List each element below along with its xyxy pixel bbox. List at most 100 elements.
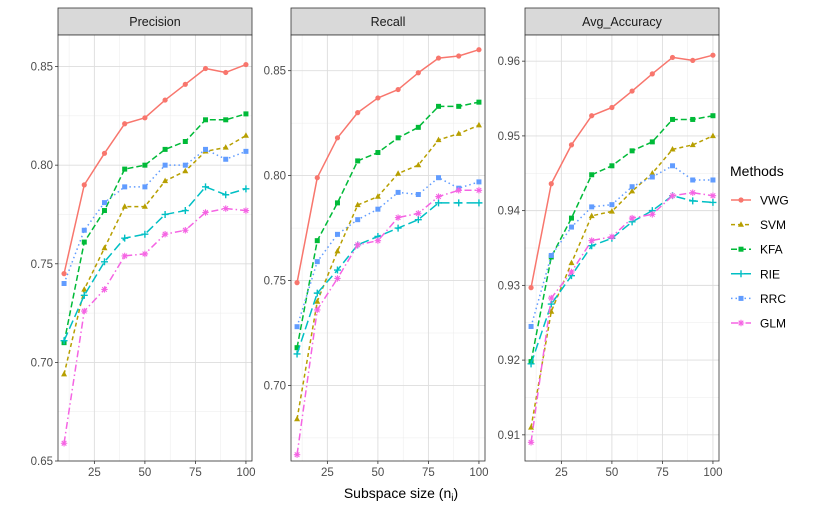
data-point-vwg <box>395 86 401 93</box>
x-tick-label: 25 <box>321 467 334 479</box>
data-point-glm <box>689 189 696 196</box>
data-point-vwg <box>669 54 676 61</box>
data-point-svm <box>649 169 656 176</box>
data-point-svm <box>689 141 696 148</box>
legend-label-rie: RIE <box>760 267 780 281</box>
x-tick-label: 100 <box>469 467 488 479</box>
data-point-kfa <box>101 208 107 214</box>
data-point-kfa <box>649 139 655 145</box>
data-point-rie <box>527 360 535 368</box>
facet-strip <box>57 7 253 36</box>
y-tick-label: 0.85 <box>31 62 53 74</box>
data-point-rrc <box>690 177 696 183</box>
x-tick-label: 50 <box>138 467 151 479</box>
data-point-svm <box>61 370 68 377</box>
facet-title: Precision <box>129 15 180 29</box>
legend-label-glm: GLM <box>760 317 786 331</box>
data-point-kfa <box>375 150 381 156</box>
series-line-rrc <box>530 165 713 327</box>
data-point-glm <box>334 275 341 282</box>
data-point-glm <box>394 214 402 221</box>
data-point-vwg <box>609 104 615 111</box>
data-point-rie <box>242 185 250 193</box>
data-point-rie <box>394 224 402 232</box>
panel-recall: Recall 0.70 0.75 0.80 0.85 25 50 75 100 <box>264 7 489 479</box>
data-point-rrc <box>548 252 554 258</box>
data-point-glm <box>709 192 717 199</box>
data-point-svm <box>455 130 462 136</box>
series-line-svm <box>530 135 714 428</box>
data-point-glm <box>293 451 301 458</box>
data-point-vwg <box>243 61 249 68</box>
data-point-kfa <box>476 99 482 105</box>
y-tick-label: 0.80 <box>31 160 53 172</box>
data-point-rrc <box>355 217 361 223</box>
data-point-svm <box>528 424 535 430</box>
legend-key-marker-rrc <box>738 295 744 301</box>
y-tick-label: 0.91 <box>498 430 520 442</box>
series-line-vwg <box>296 48 480 283</box>
y-tick-label: 0.70 <box>31 357 53 369</box>
legend: Methods VWG SVM KFA RIE RRC GLM <box>730 163 789 334</box>
data-point-kfa <box>223 117 229 123</box>
data-point-kfa <box>568 215 574 221</box>
data-point-glm <box>608 233 616 240</box>
series-line-rie <box>296 202 479 355</box>
x-axis-title-subscript: i <box>451 493 453 504</box>
data-point-vwg <box>476 47 482 53</box>
data-point-svm <box>608 208 615 214</box>
data-point-svm <box>709 132 716 139</box>
series-line-vwg <box>63 63 247 274</box>
data-point-rrc <box>568 224 574 230</box>
data-point-vwg <box>334 135 341 141</box>
data-point-svm <box>242 132 249 138</box>
legend-label-vwg: VWG <box>760 194 789 208</box>
data-point-vwg <box>690 57 696 64</box>
data-point-rie <box>475 199 483 207</box>
data-point-rie <box>333 266 341 274</box>
data-point-vwg <box>589 113 595 119</box>
data-point-vwg <box>568 142 575 148</box>
data-point-vwg <box>223 69 229 76</box>
y-tick-label: 0.94 <box>498 206 521 218</box>
data-point-svm <box>435 136 442 143</box>
series-line-rie <box>530 194 713 365</box>
legend-key-marker-kfa <box>738 246 744 252</box>
y-tick-label: 0.96 <box>498 56 520 68</box>
data-point-svm <box>294 415 301 422</box>
series-line-glm <box>296 189 479 455</box>
data-point-rie <box>161 210 169 218</box>
series-line-glm <box>63 207 247 444</box>
legend-key-marker-svm <box>738 221 744 227</box>
data-point-kfa <box>609 163 615 169</box>
data-point-rrc <box>101 200 107 206</box>
data-point-rrc <box>223 156 229 162</box>
x-tick-label: 100 <box>236 467 255 479</box>
x-tick-label: 50 <box>371 467 384 479</box>
data-point-svm <box>121 203 128 209</box>
data-point-svm <box>629 187 636 194</box>
x-tick-label: 50 <box>605 467 618 479</box>
y-tick-label: 0.95 <box>498 131 520 143</box>
data-point-glm <box>222 205 229 212</box>
data-point-rie <box>293 350 301 358</box>
data-point-glm <box>60 440 68 447</box>
data-point-svm <box>475 121 482 128</box>
data-point-vwg <box>182 81 188 87</box>
data-point-svm <box>374 193 381 199</box>
data-point-svm <box>222 144 229 150</box>
data-point-vwg <box>435 55 442 61</box>
series-line-rie <box>63 186 247 341</box>
data-point-glm <box>121 252 128 260</box>
data-point-vwg <box>528 285 534 291</box>
series-line-svm <box>296 124 480 420</box>
panel-precision: Precision 0.65 0.70 0.75 0.80 0.85 25 50 75 100 <box>31 7 256 479</box>
data-point-vwg <box>375 95 381 101</box>
data-point-rrc <box>415 191 421 197</box>
data-point-glm <box>568 268 575 276</box>
x-tick-label: 75 <box>422 467 435 479</box>
legend-key-marker-rie <box>737 270 745 278</box>
data-point-rrc <box>436 175 442 181</box>
